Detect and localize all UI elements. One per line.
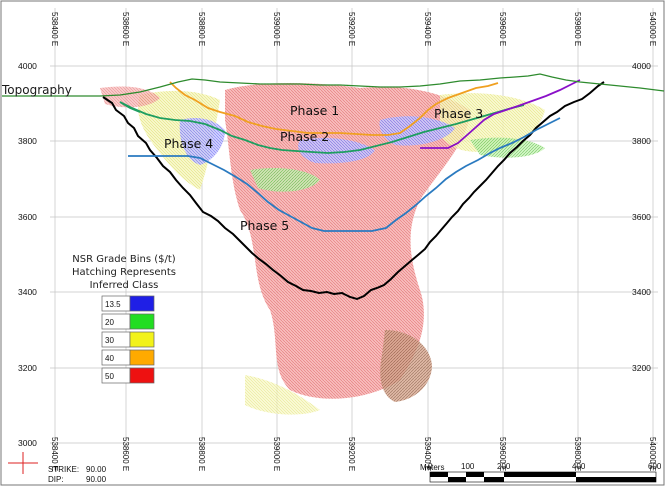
easting-tick-label: 539200 E <box>347 12 356 46</box>
easting-tick-label: 538800 E <box>197 437 206 471</box>
legend-row: 20 <box>101 313 155 330</box>
blue-zone-center <box>298 138 375 164</box>
dip-label: DIP: <box>48 475 64 484</box>
lower-fringe <box>245 375 320 415</box>
legend-swatch <box>129 331 155 348</box>
legend-value: 13.5 <box>105 300 121 309</box>
topography-line <box>2 73 665 97</box>
easting-tick-label: 539800 E <box>573 12 582 46</box>
legend-title-line: NSR Grade Bins ($/t) <box>72 254 176 265</box>
high-grade-core <box>225 83 470 399</box>
strike-value: 90.00 <box>86 465 107 474</box>
phase-5-label: Phase 5 <box>240 218 289 233</box>
legend-row: 13.5 <box>101 295 155 312</box>
legend-title-line: Hatching Represents <box>72 267 176 278</box>
legend-swatch <box>129 295 155 312</box>
upper-mixed-zone <box>138 90 220 190</box>
elevation-tick-label: 3400 <box>632 287 651 297</box>
scale-label: 400 <box>572 462 586 471</box>
scale-segment <box>484 477 504 482</box>
green-zone-1 <box>250 168 320 192</box>
phase-4-label: Phase 4 <box>164 136 213 151</box>
legend-row: 30 <box>101 331 155 348</box>
easting-tick-label: 539000 E <box>272 12 281 46</box>
elevation-tick-label: 4000 <box>632 61 651 71</box>
scale-segment <box>576 477 656 482</box>
easting-tick-label: 538600 E <box>121 437 130 471</box>
easting-tick-label: 539600 E <box>498 12 507 46</box>
phase-4-shell <box>119 101 141 113</box>
orientation-block: STRIKE: 90.00 DIP: 90.00 <box>8 452 107 484</box>
elevation-axis-left: 4000 3800 3600 3400 3200 3000 <box>18 61 37 448</box>
easting-tick-label: 539400 E <box>423 437 432 471</box>
elevation-tick-label: 3800 <box>632 136 651 146</box>
elevation-tick-label: 3600 <box>18 212 37 222</box>
blue-zone-left <box>179 118 225 165</box>
elevation-tick-label: 3400 <box>18 287 37 297</box>
easting-axis-bottom: 538400 E 538600 E 538800 E 539000 E 5392… <box>50 437 657 471</box>
grade-legend: NSR Grade Bins ($/t) Hatching Represents… <box>72 254 176 384</box>
easting-axis-top: 538400 E 538600 E 538800 E 539000 E 5392… <box>50 12 657 46</box>
elevation-tick-label: 3800 <box>18 136 37 146</box>
easting-tick-label: 538400 E <box>50 12 59 46</box>
phase-2-shell <box>119 101 525 154</box>
easting-tick-label: 540000 E <box>648 437 657 471</box>
scale-segment <box>466 472 484 477</box>
easting-tick-label: 538400 E <box>50 437 59 471</box>
scale-bar: Meters 0 100 200 400 600 <box>420 462 662 483</box>
legend-value: 30 <box>105 336 114 345</box>
phase-1-shell <box>169 81 499 136</box>
scale-segment <box>448 477 466 482</box>
topography-label: Topography <box>1 83 72 97</box>
elevation-tick-label: 3600 <box>632 212 651 222</box>
elevation-tick-label: 3000 <box>18 438 37 448</box>
elevation-tick-label: 3200 <box>18 363 37 373</box>
phase-5-shell <box>128 117 561 232</box>
legend-value: 50 <box>105 372 114 381</box>
phase-3-label: Phase 3 <box>434 106 483 121</box>
legend-title-line: Inferred Class <box>90 280 159 291</box>
easting-tick-label: 539400 E <box>423 12 432 46</box>
easting-tick-label: 539800 E <box>573 437 582 471</box>
phase-1-label: Phase 1 <box>290 103 339 118</box>
legend-swatch <box>129 349 155 366</box>
elevation-axis-right: 4000 3800 3600 3400 3200 <box>632 61 651 373</box>
blue-zone-right <box>379 116 455 146</box>
scale-label: 200 <box>497 462 511 471</box>
scale-segment <box>504 472 576 477</box>
elevation-tick-label: 4000 <box>18 61 37 71</box>
legend-swatch <box>129 367 155 384</box>
easting-tick-label: 540000 E <box>648 12 657 46</box>
ultimate-pit-shell <box>102 81 605 301</box>
dip-value: 90.00 <box>86 475 107 484</box>
green-zone-2 <box>470 137 545 158</box>
legend-value: 20 <box>105 318 114 327</box>
legend-value: 40 <box>105 354 114 363</box>
scale-label: 600 <box>648 462 662 471</box>
scale-label: 100 <box>461 462 475 471</box>
scale-segment <box>430 472 448 477</box>
phase-3-shell <box>420 79 581 149</box>
legend-row: 40 <box>101 349 155 366</box>
phase-2-label: Phase 2 <box>280 129 329 144</box>
grade-block-model <box>100 83 545 415</box>
upper-left-blocks <box>100 86 160 108</box>
scale-bar-title: Meters <box>420 463 444 472</box>
easting-tick-label: 539000 E <box>272 437 281 471</box>
legend-row: 50 <box>101 367 155 384</box>
right-mixed-zone <box>440 93 545 152</box>
strike-label: STRIKE: <box>48 465 79 474</box>
legend-swatch <box>129 313 155 330</box>
easting-tick-label: 539600 E <box>498 437 507 471</box>
easting-tick-label: 538800 E <box>197 12 206 46</box>
deep-hatched-zone <box>380 330 432 402</box>
scale-label: 0 <box>428 462 433 471</box>
elevation-tick-label: 3200 <box>632 363 651 373</box>
easting-tick-label: 538600 E <box>121 12 130 46</box>
easting-tick-label: 539200 E <box>347 437 356 471</box>
